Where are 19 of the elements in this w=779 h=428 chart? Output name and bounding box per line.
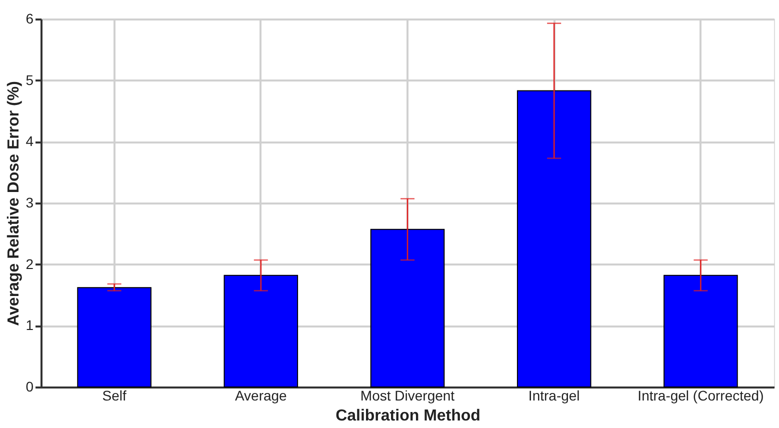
x-tick-label: Average xyxy=(234,388,288,404)
bar xyxy=(516,90,592,388)
y-tick-label: 6 xyxy=(26,10,34,26)
y-tick-label: 1 xyxy=(26,317,34,334)
x-tick-label: Self xyxy=(102,388,126,404)
y-tick-label: 3 xyxy=(26,194,34,210)
x-tick-label: Most Divergent xyxy=(360,388,455,404)
bar xyxy=(77,287,152,388)
y-tick-label: 5 xyxy=(26,72,34,88)
bar xyxy=(370,228,445,388)
x-tick-label: Intra-gel xyxy=(528,388,580,404)
y-tick-label: 0 xyxy=(26,378,34,394)
y-tick-label: 2 xyxy=(26,256,34,272)
y-axis-title: Average Relative Dose Error (%) xyxy=(6,81,23,326)
x-tick-label: Intra-gel (Corrected) xyxy=(638,388,764,404)
y-tick-label: 4 xyxy=(26,133,34,150)
bar xyxy=(664,274,738,388)
x-axis-title: Calibration Method xyxy=(336,408,480,424)
bar xyxy=(224,274,298,388)
